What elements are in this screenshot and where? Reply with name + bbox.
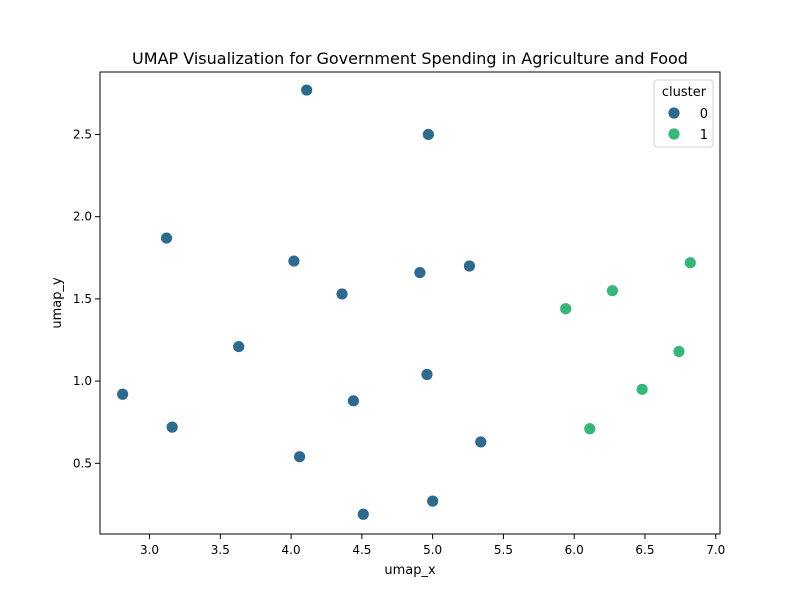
scatter-point-cluster-0 xyxy=(346,394,360,408)
legend-box xyxy=(653,79,714,148)
series-cluster-0 xyxy=(116,83,488,521)
legend-label-1: 1 xyxy=(700,128,708,143)
y-axis-label: umap_y xyxy=(50,277,65,329)
x-tick-label: 7.0 xyxy=(706,543,725,557)
chart-title: UMAP Visualization for Government Spendi… xyxy=(132,49,688,68)
x-tick-label: 6.0 xyxy=(565,543,584,557)
y-axis-ticks: 0.5 1.0 1.5 2.0 2.5 xyxy=(73,127,100,470)
y-tick-label: 1.0 xyxy=(73,374,92,388)
scatter-point-cluster-1 xyxy=(583,422,597,436)
scatter-point-cluster-1 xyxy=(672,345,686,358)
scatter-point-cluster-0 xyxy=(116,387,130,401)
x-tick-label: 3.5 xyxy=(211,543,230,557)
legend: cluster 01 xyxy=(653,79,714,148)
scatter-point-cluster-1 xyxy=(606,284,619,298)
scatter-point-cluster-1 xyxy=(635,382,649,396)
y-tick-label: 2.0 xyxy=(73,210,92,224)
series-cluster-1 xyxy=(559,256,697,436)
legend-marker-0 xyxy=(667,106,681,120)
x-axis-label: umap_x xyxy=(384,563,436,578)
scatter-point-cluster-0 xyxy=(413,266,427,279)
legend-title: cluster xyxy=(662,85,707,100)
x-tick-label: 3.0 xyxy=(140,543,159,557)
plot-area xyxy=(116,83,697,521)
legend-marker-1 xyxy=(667,127,681,141)
scatter-point-cluster-0 xyxy=(160,231,173,245)
scatter-point-cluster-0 xyxy=(420,368,434,381)
scatter-point-cluster-0 xyxy=(422,128,435,141)
x-tick-label: 4.5 xyxy=(352,543,371,557)
x-tick-label: 6.5 xyxy=(635,543,654,557)
scatter-point-cluster-0 xyxy=(287,254,301,268)
scatter-point-cluster-1 xyxy=(683,256,697,270)
x-tick-label: 5.5 xyxy=(494,543,513,557)
scatter-point-cluster-0 xyxy=(463,259,476,273)
scatter-point-cluster-0 xyxy=(474,435,488,449)
legend-entries: 01 xyxy=(667,106,708,143)
scatter-point-cluster-0 xyxy=(335,287,349,301)
plot-frame xyxy=(99,71,721,535)
y-tick-label: 0.5 xyxy=(73,456,92,470)
scatter-point-cluster-0 xyxy=(232,340,246,353)
scatter-point-cluster-0 xyxy=(165,420,179,434)
legend-label-0: 0 xyxy=(700,107,708,122)
x-tick-label: 5.0 xyxy=(423,543,442,557)
y-tick-label: 2.5 xyxy=(73,127,92,141)
scatter-point-cluster-0 xyxy=(426,494,440,508)
scatter-point-cluster-0 xyxy=(300,83,314,97)
x-axis-ticks: 3.0 3.5 4.0 4.5 5.0 5.5 6.0 6.5 7.0 xyxy=(140,534,725,557)
scatter-point-cluster-0 xyxy=(356,507,370,521)
y-tick-label: 1.5 xyxy=(73,292,92,306)
x-tick-label: 4.0 xyxy=(282,543,301,557)
scatter-point-cluster-0 xyxy=(293,450,306,464)
scatter-point-cluster-1 xyxy=(559,302,573,316)
